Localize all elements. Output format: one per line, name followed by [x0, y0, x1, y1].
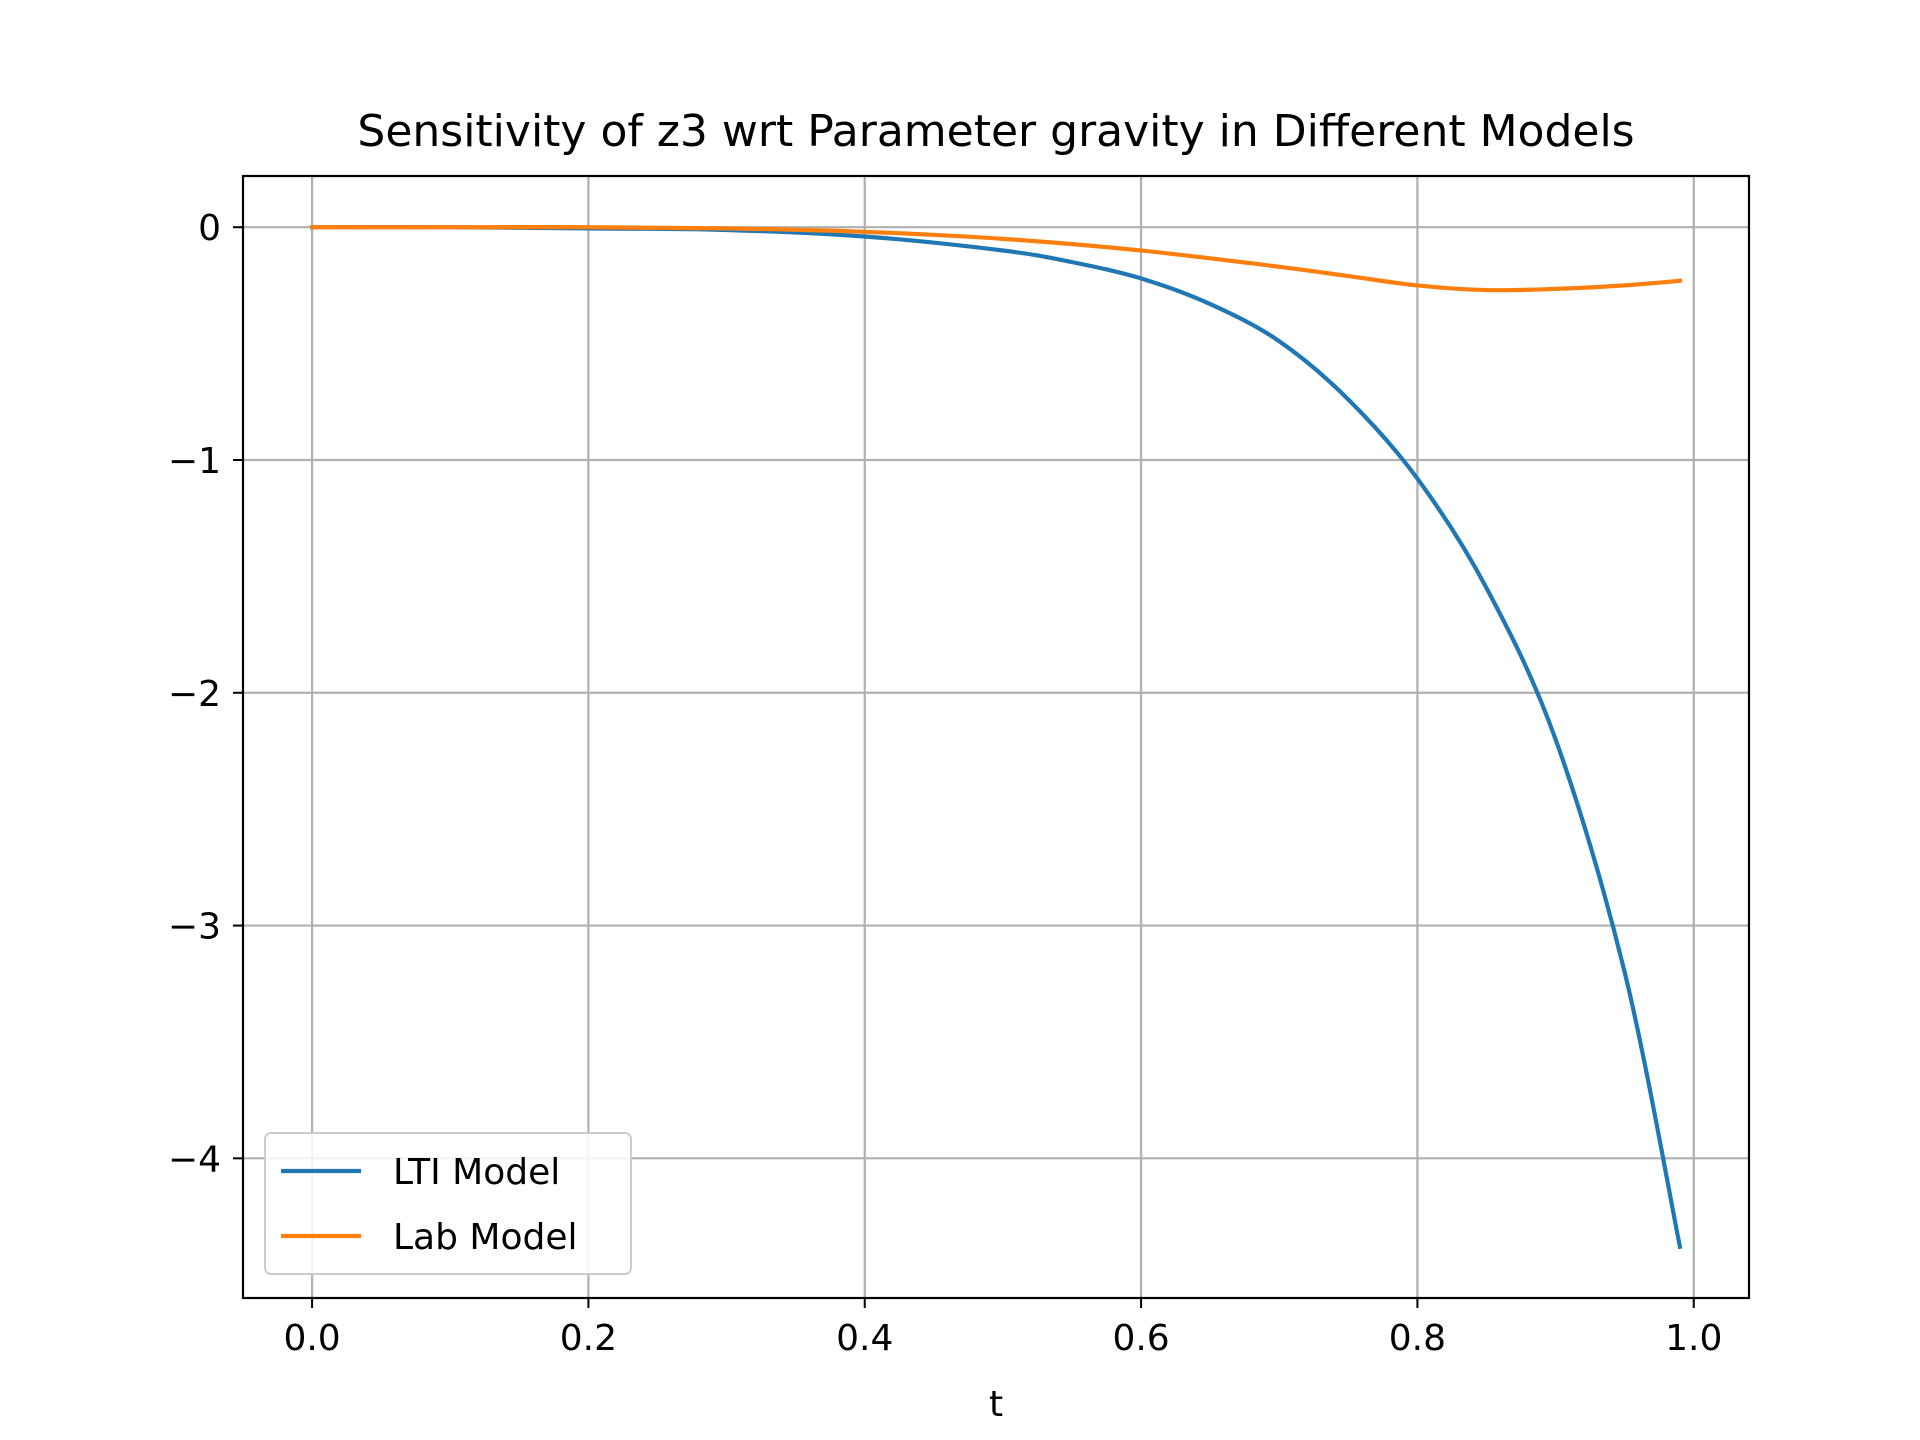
legend-label-lti-model: LTI Model [393, 1152, 560, 1193]
x-axis-label: t [989, 1384, 1003, 1425]
legend: LTI Model Lab Model [264, 1132, 632, 1275]
grid [243, 176, 1749, 1298]
y-tick-label: −4 [168, 1139, 221, 1180]
x-tick-label: 0.8 [1389, 1318, 1446, 1359]
x-tick-label: 0.6 [1112, 1318, 1169, 1359]
series-layer [309, 225, 1683, 1250]
y-tick-label: −2 [168, 674, 221, 715]
y-tick-label: 0 [198, 208, 221, 249]
plot-frame [241, 174, 1751, 1300]
ticks: 0.0 0.2 0.4 0.6 0.8 1.0 0 −1 −2 −3 −4 [168, 208, 1722, 1359]
y-tick-label: −1 [168, 441, 221, 482]
legend-label-lab-model: Lab Model [393, 1217, 578, 1258]
x-tick-label: 0.2 [560, 1318, 617, 1359]
chart-title: Sensitivity of z3 wrt Parameter gravity … [357, 106, 1634, 157]
x-tick-label: 0.0 [283, 1318, 340, 1359]
legend-box [264, 1132, 632, 1275]
x-tick-label: 1.0 [1665, 1318, 1722, 1359]
series-line-lab-model [309, 225, 1683, 293]
x-tick-label: 0.4 [836, 1318, 893, 1359]
y-tick-label: −3 [168, 907, 221, 948]
